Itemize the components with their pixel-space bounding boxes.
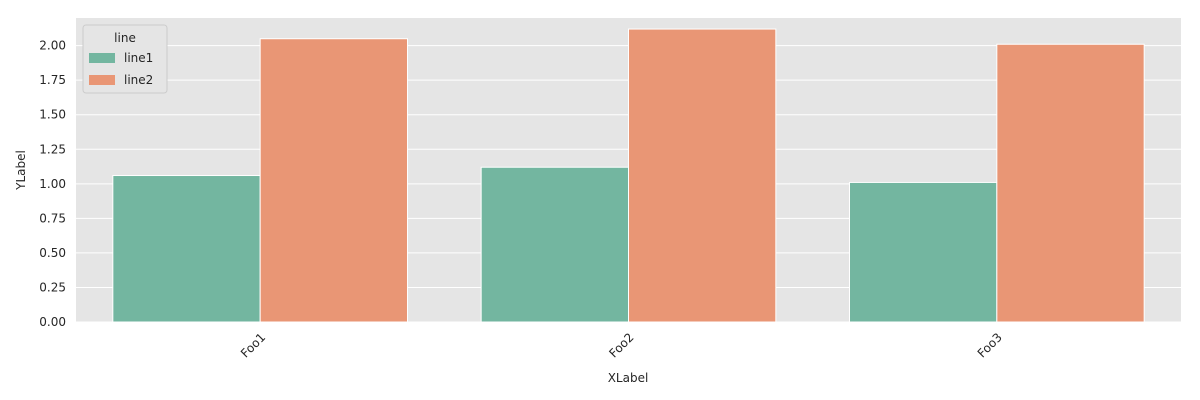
legend-title: line [114, 31, 136, 45]
bar-line1-foo1 [112, 175, 261, 323]
bar-line2-foo1 [259, 38, 408, 323]
y-tick-label: 2.00 [39, 39, 66, 53]
legend-label-line2: line2 [124, 73, 153, 87]
bar-line2-foo2 [628, 28, 777, 323]
y-tick-label: 1.25 [39, 142, 66, 156]
y-tick-label: 0.50 [39, 246, 66, 260]
bar-line1-foo2 [480, 166, 629, 323]
y-tick-label: 1.00 [39, 177, 66, 191]
legend-swatch-line1 [89, 53, 115, 63]
x-tick-label: Foo2 [606, 330, 636, 360]
x-tick-labels: Foo1 Foo2 Foo3 [238, 330, 1005, 360]
bar-line1-foo3 [849, 181, 998, 323]
legend-swatch-line2 [89, 75, 115, 85]
y-tick-label: 0.25 [39, 280, 66, 294]
bars [112, 28, 1145, 323]
y-tick-label: 0.75 [39, 211, 66, 225]
y-axis-label: YLabel [14, 150, 28, 191]
y-tick-label: 1.75 [39, 73, 66, 87]
legend: line line1 line2 [82, 24, 168, 94]
y-tick-label: 0.00 [39, 315, 66, 329]
y-tick-label: 1.50 [39, 108, 66, 122]
x-axis-label: XLabel [608, 371, 649, 385]
y-tick-labels: 0.00 0.25 0.50 0.75 1.00 1.25 1.50 1.75 2.00 [39, 39, 66, 329]
legend-label-line1: line1 [124, 51, 153, 65]
x-tick-label: Foo1 [238, 330, 268, 360]
bar-line2-foo3 [996, 43, 1145, 323]
x-tick-label: Foo3 [975, 330, 1005, 360]
